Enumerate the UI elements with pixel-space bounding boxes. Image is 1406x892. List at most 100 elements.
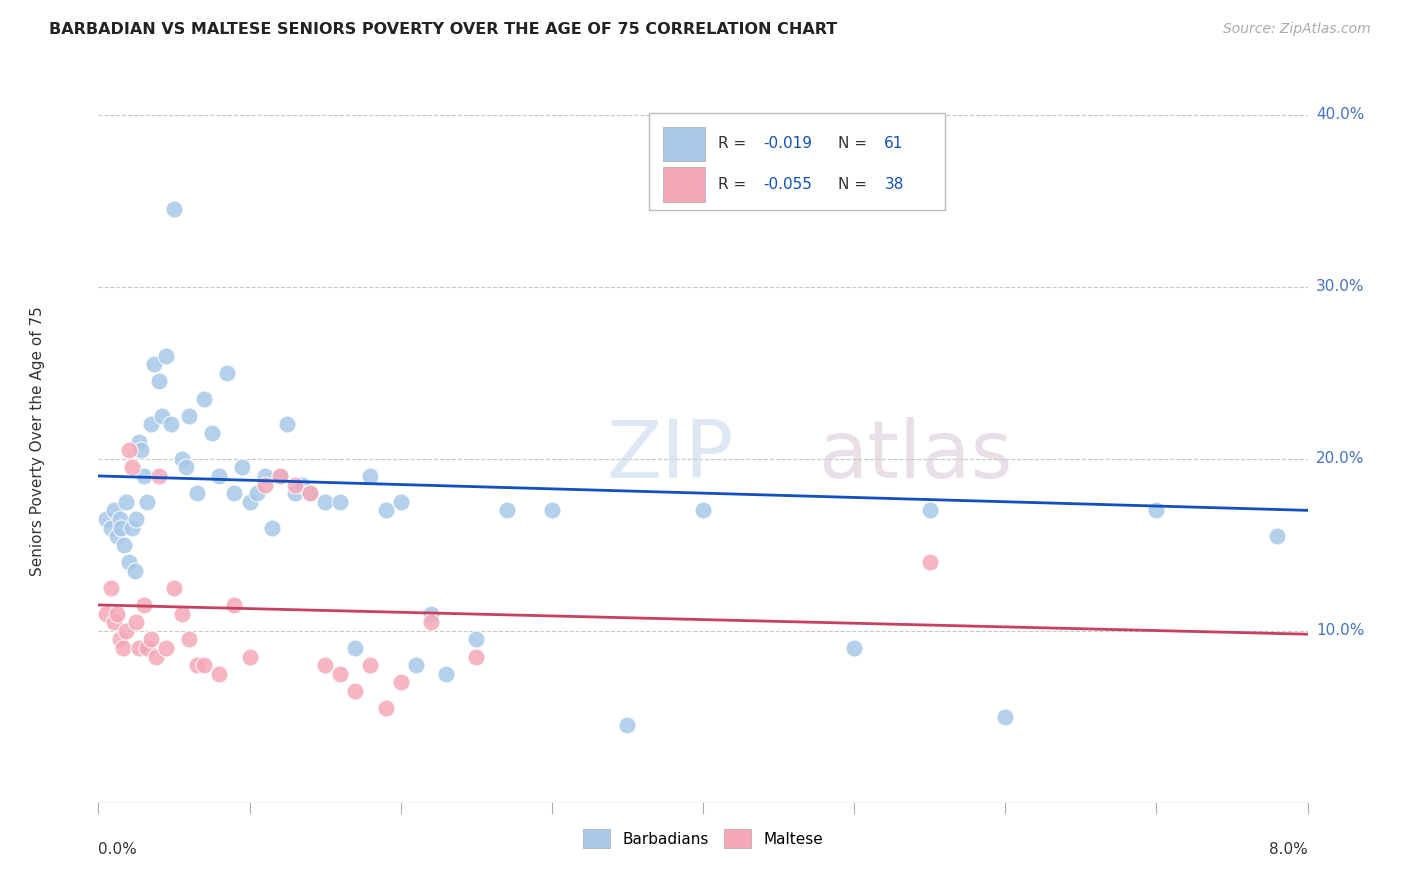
- Point: [208, 666, 231, 681]
- Point: [193, 658, 215, 673]
- Point: [246, 486, 269, 500]
- Point: [692, 503, 714, 517]
- Text: 38: 38: [884, 177, 904, 192]
- Point: [231, 460, 253, 475]
- Point: [495, 503, 517, 517]
- Point: [540, 503, 562, 517]
- Point: [155, 640, 177, 655]
- Point: [329, 666, 352, 681]
- Point: [179, 409, 201, 423]
- Point: [103, 503, 125, 517]
- Point: [170, 607, 193, 621]
- Text: atlas: atlas: [818, 417, 1012, 495]
- Point: [125, 615, 148, 630]
- FancyBboxPatch shape: [648, 112, 945, 211]
- Point: [141, 417, 163, 432]
- Point: [135, 494, 157, 508]
- Point: [253, 477, 276, 491]
- Point: [121, 520, 143, 534]
- Point: [186, 486, 208, 500]
- FancyBboxPatch shape: [664, 167, 706, 202]
- Point: [125, 512, 148, 526]
- Point: [94, 607, 117, 621]
- Text: BARBADIAN VS MALTESE SENIORS POVERTY OVER THE AGE OF 75 CORRELATION CHART: BARBADIAN VS MALTESE SENIORS POVERTY OVE…: [49, 22, 838, 37]
- Point: [284, 477, 307, 491]
- Point: [141, 632, 163, 647]
- Point: [1267, 529, 1289, 543]
- Point: [163, 202, 186, 217]
- Point: [994, 710, 1017, 724]
- Point: [1146, 503, 1168, 517]
- Text: N =: N =: [838, 136, 872, 152]
- Point: [344, 640, 367, 655]
- Point: [276, 417, 298, 432]
- Point: [132, 598, 155, 612]
- Text: 0.0%: 0.0%: [98, 842, 138, 856]
- Point: [314, 494, 336, 508]
- Text: -0.019: -0.019: [763, 136, 813, 152]
- Point: [360, 469, 382, 483]
- Point: [100, 520, 122, 534]
- Point: [329, 494, 352, 508]
- Text: 8.0%: 8.0%: [1268, 842, 1308, 856]
- Point: [135, 640, 157, 655]
- Point: [465, 632, 488, 647]
- Point: [105, 529, 128, 543]
- Point: [253, 469, 276, 483]
- Point: [124, 564, 146, 578]
- Point: [389, 494, 412, 508]
- Point: [299, 486, 322, 500]
- Point: [344, 684, 367, 698]
- Text: N =: N =: [838, 177, 872, 192]
- Point: [155, 349, 177, 363]
- Point: [208, 469, 231, 483]
- Point: [112, 538, 135, 552]
- FancyBboxPatch shape: [664, 127, 706, 161]
- Point: [420, 607, 443, 621]
- Text: 10.0%: 10.0%: [1316, 624, 1364, 639]
- Point: [389, 675, 412, 690]
- Point: [616, 718, 638, 732]
- Point: [269, 469, 291, 483]
- Point: [420, 615, 443, 630]
- Point: [148, 375, 170, 389]
- Text: 40.0%: 40.0%: [1316, 107, 1364, 122]
- Point: [108, 632, 131, 647]
- Point: [360, 658, 382, 673]
- Point: [262, 520, 284, 534]
- Point: [291, 477, 314, 491]
- Point: [314, 658, 336, 673]
- Point: [111, 640, 134, 655]
- Point: [918, 555, 941, 569]
- Point: [215, 366, 238, 380]
- Point: [143, 357, 166, 371]
- Point: [128, 640, 150, 655]
- Point: [374, 503, 396, 517]
- Point: [100, 581, 122, 595]
- Point: [224, 598, 246, 612]
- Point: [108, 512, 131, 526]
- Point: [193, 392, 215, 406]
- Point: [103, 615, 125, 630]
- Point: [118, 555, 141, 569]
- Text: Seniors Poverty Over the Age of 75: Seniors Poverty Over the Age of 75: [31, 307, 45, 576]
- Point: [186, 658, 208, 673]
- Point: [174, 460, 197, 475]
- Point: [465, 649, 488, 664]
- Point: [110, 520, 132, 534]
- Text: 20.0%: 20.0%: [1316, 451, 1364, 467]
- Point: [148, 469, 170, 483]
- Point: [201, 425, 224, 440]
- Point: [239, 494, 262, 508]
- Point: [129, 443, 152, 458]
- Point: [918, 503, 941, 517]
- Point: [224, 486, 246, 500]
- Point: [118, 443, 141, 458]
- Text: R =: R =: [717, 177, 751, 192]
- Point: [114, 624, 136, 638]
- Point: [114, 494, 136, 508]
- Point: [179, 632, 201, 647]
- Text: 61: 61: [884, 136, 904, 152]
- Text: R =: R =: [717, 136, 751, 152]
- Point: [94, 512, 117, 526]
